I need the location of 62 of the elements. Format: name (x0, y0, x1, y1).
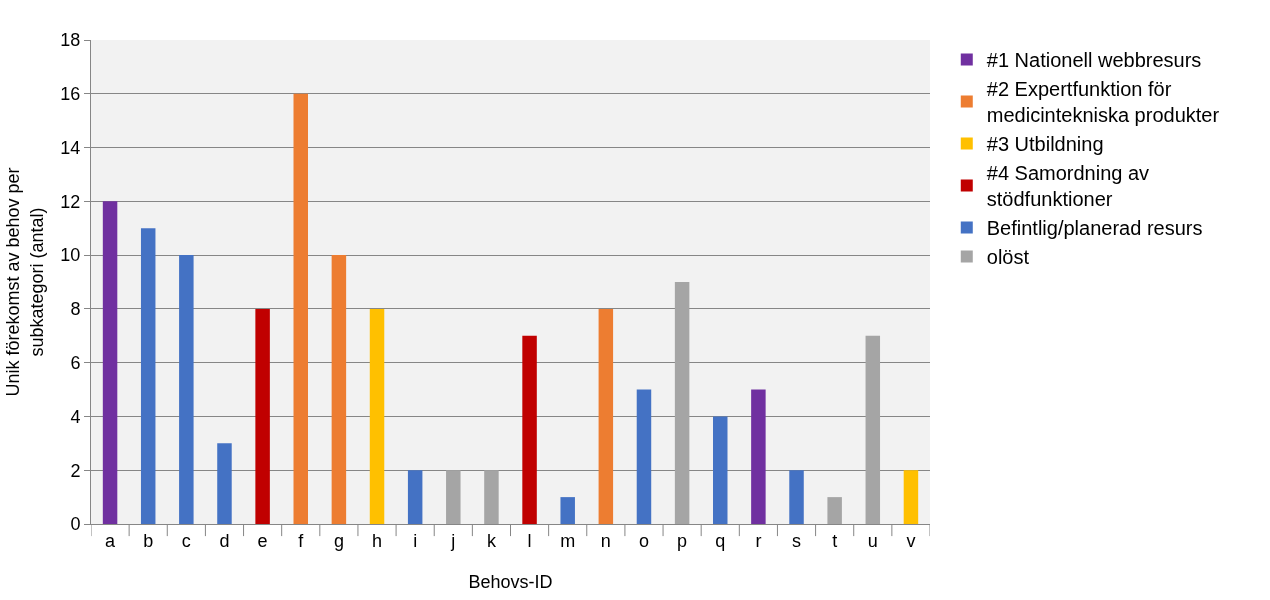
bar (369, 308, 385, 524)
bar (407, 470, 423, 524)
bar (827, 497, 842, 524)
bar (751, 389, 766, 524)
bar (560, 497, 575, 524)
x-tick-label: v (906, 530, 916, 551)
bar (255, 308, 270, 524)
x-tick-label: b (143, 530, 154, 551)
bar (598, 308, 614, 524)
x-tick-label: n (600, 530, 611, 551)
bar (446, 470, 461, 524)
x-tick-label: o (638, 530, 649, 551)
legend-label: #3 Utbildning (986, 133, 1104, 156)
x-tick-label: k (486, 530, 497, 551)
legend-label: #4 Samordning av stödfunktioner (986, 162, 1150, 211)
legend-label: Befintlig/planerad resurs (986, 217, 1203, 240)
bar (789, 470, 804, 524)
x-tick-label: u (867, 530, 878, 551)
y-tick-label: 0 (70, 514, 81, 535)
x-tick-label: d (219, 530, 230, 551)
y-tick-label: 16 (60, 84, 81, 105)
y-tick-label: 14 (60, 137, 81, 158)
y-tick-label: 6 (70, 352, 81, 373)
y-tick-label: 10 (60, 245, 81, 266)
x-tick-label: s (792, 530, 802, 551)
x-axis-title: Behovs-ID (468, 571, 553, 592)
x-tick-label: a (105, 530, 117, 551)
x-tick-label: m (560, 530, 576, 551)
y-tick-label: 12 (60, 191, 81, 212)
x-tick-label: q (715, 530, 726, 551)
bar (484, 470, 499, 524)
bar (331, 255, 347, 524)
x-tick-label: c (181, 530, 191, 551)
x-tick-label: f (298, 530, 305, 551)
legend-label: #1 Nationell webbresurs (986, 49, 1202, 72)
y-tick-label: 2 (70, 460, 81, 481)
bar (674, 282, 690, 524)
x-tick-label: l (527, 530, 532, 551)
y-tick-label: 4 (70, 406, 81, 427)
x-tick-label: i (413, 530, 418, 551)
bar (713, 416, 728, 524)
x-tick-label: h (372, 530, 383, 551)
bar (179, 255, 194, 524)
x-tick-label: t (832, 530, 838, 551)
x-tick-label: p (677, 530, 688, 551)
y-tick-label: 8 (70, 299, 81, 320)
x-tick-label: g (333, 530, 344, 551)
legend-label: olöst (986, 246, 1030, 269)
x-tick-label: j (450, 530, 456, 551)
x-tick-label: e (257, 530, 268, 551)
bar (865, 335, 881, 524)
bar (522, 335, 537, 524)
bar (102, 201, 118, 524)
bar (140, 228, 156, 524)
bar (293, 93, 308, 524)
legend-label: #2 Expertfunktion för medicintekniska produkter (986, 78, 1220, 127)
y-axis-title: Unik förekomst av behov per subkategori (antal) (3, 167, 47, 397)
x-tick-label: r (755, 530, 762, 551)
bar (217, 443, 232, 524)
bar (903, 470, 919, 524)
y-tick-label: 18 (60, 30, 81, 51)
bar (636, 389, 652, 524)
